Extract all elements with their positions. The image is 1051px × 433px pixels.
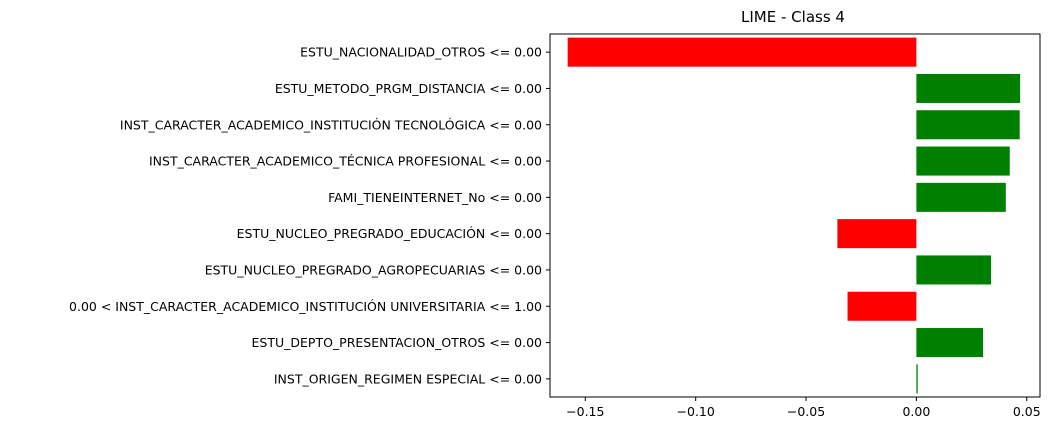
bar: [916, 146, 1010, 176]
y-tick-label: ESTU_NUCLEO_PREGRADO_EDUCACIÓN <= 0.00: [237, 226, 542, 241]
bar: [916, 182, 1006, 212]
x-ticks: −0.15 −0.10 −0.05 0.00 0.05: [566, 397, 1041, 419]
y-tick-label: ESTU_DEPTO_PRESENTACION_OTROS <= 0.00: [252, 335, 543, 350]
x-tick-label: −0.10: [677, 404, 715, 419]
axes-frame: [549, 33, 1041, 398]
y-tick-label: INST_CARACTER_ACADEMICO_INSTITUCIÓN TECN…: [120, 117, 542, 132]
bar: [916, 110, 1020, 140]
bar: [837, 219, 917, 249]
y-tick-labels: ESTU_NACIONALIDAD_OTROS <= 0.00 ESTU_METO…: [69, 45, 550, 386]
bar: [916, 328, 984, 358]
bar: [916, 255, 991, 285]
y-tick-label: 0.00 < INST_CARACTER_ACADEMICO_INSTITUCI…: [69, 299, 542, 314]
x-tick-label: −0.05: [787, 404, 825, 419]
bar: [916, 364, 918, 394]
bars-group: [567, 37, 1021, 394]
chart-title: LIME - Class 4: [741, 8, 845, 26]
bar: [847, 291, 917, 321]
y-tick-label: ESTU_METODO_PRGM_DISTANCIA <= 0.00: [275, 81, 542, 96]
y-tick-label: INST_CARACTER_ACADEMICO_TÉCNICA PROFESIO…: [149, 154, 542, 169]
y-tick-label: ESTU_NACIONALIDAD_OTROS <= 0.00: [300, 45, 542, 60]
y-tick-label: ESTU_NUCLEO_PREGRADO_AGROPECUARIAS <= 0.…: [205, 262, 542, 277]
y-tick-label: FAMI_TIENEINTERNET_No <= 0.00: [328, 190, 542, 205]
y-tick-label: INST_ORIGEN_REGIMEN ESPECIAL <= 0.00: [274, 371, 542, 386]
bar: [567, 37, 917, 67]
x-tick-label: −0.15: [566, 404, 604, 419]
x-tick-label: 0.00: [902, 404, 930, 419]
bar: [916, 73, 1021, 103]
x-tick-label: 0.05: [1013, 404, 1041, 419]
